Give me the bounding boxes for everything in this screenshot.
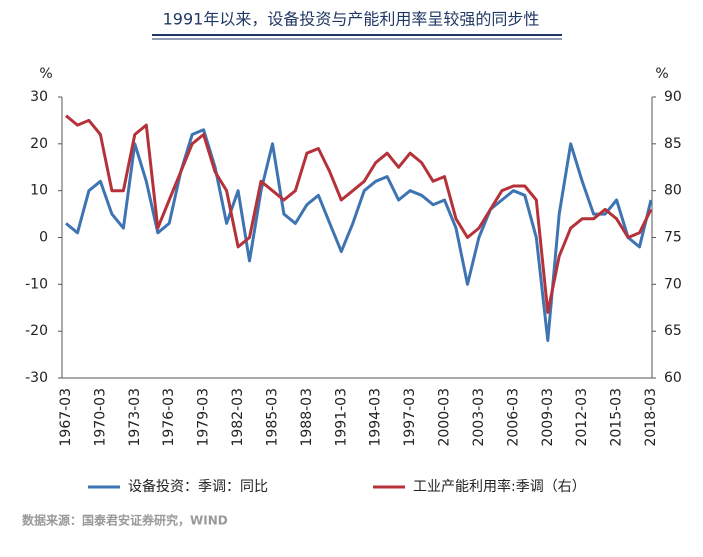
- x-tick-label: 1979-03: [196, 388, 212, 447]
- y2-tick-label: 85: [664, 136, 682, 152]
- y-tick-label: 20: [30, 136, 48, 152]
- y-tick-label: 30: [30, 89, 48, 105]
- x-tick-label: 1997-03: [402, 388, 418, 447]
- legend-label: 设备投资：季调：同比: [128, 478, 268, 495]
- series-line: [65, 128, 653, 342]
- x-tick-label: 1994-03: [368, 388, 384, 447]
- x-tick-label: 1970-03: [92, 388, 108, 447]
- source-note: 数据来源：国泰君安证券研究，WIND: [22, 513, 228, 528]
- y2-axis-label: %: [655, 66, 668, 82]
- y-tick-label: -10: [25, 276, 48, 292]
- x-tick-label: 1967-03: [58, 388, 74, 447]
- x-tick-label: 2009-03: [540, 388, 556, 447]
- x-tick-label: 1991-03: [333, 388, 349, 447]
- legend-label: 工业产能利用率:季调（右）: [413, 478, 586, 495]
- x-tick-label: 1982-03: [230, 388, 246, 447]
- series-line: [65, 114, 653, 314]
- y2-tick-label: 75: [664, 230, 682, 246]
- x-tick-label: 2003-03: [471, 388, 487, 447]
- y2-tick-label: 90: [664, 89, 682, 105]
- y-tick-label: -20: [25, 323, 48, 339]
- y2-tick-label: 70: [664, 276, 682, 292]
- x-tick-label: 1976-03: [161, 388, 177, 447]
- y2-tick-label: 60: [664, 370, 682, 386]
- x-tick-label: 2000-03: [437, 388, 453, 447]
- chart-title: 1991年以来，设备投资与产能利用率呈较强的同步性: [163, 10, 540, 29]
- x-tick-label: 2018-03: [643, 388, 659, 447]
- x-tick-label: 1985-03: [264, 388, 280, 447]
- x-tick-label: 2006-03: [505, 388, 521, 447]
- x-tick-label: 2015-03: [609, 388, 625, 447]
- y2-tick-label: 80: [664, 183, 682, 199]
- y-tick-label: -30: [25, 370, 48, 386]
- y-tick-label: 10: [30, 183, 48, 199]
- x-tick-label: 2012-03: [574, 388, 590, 447]
- y-axis-label: %: [39, 66, 52, 82]
- x-tick-label: 1973-03: [127, 388, 143, 447]
- y-tick-label: 0: [39, 230, 48, 246]
- x-tick-label: 1988-03: [299, 388, 315, 447]
- y2-tick-label: 65: [664, 323, 682, 339]
